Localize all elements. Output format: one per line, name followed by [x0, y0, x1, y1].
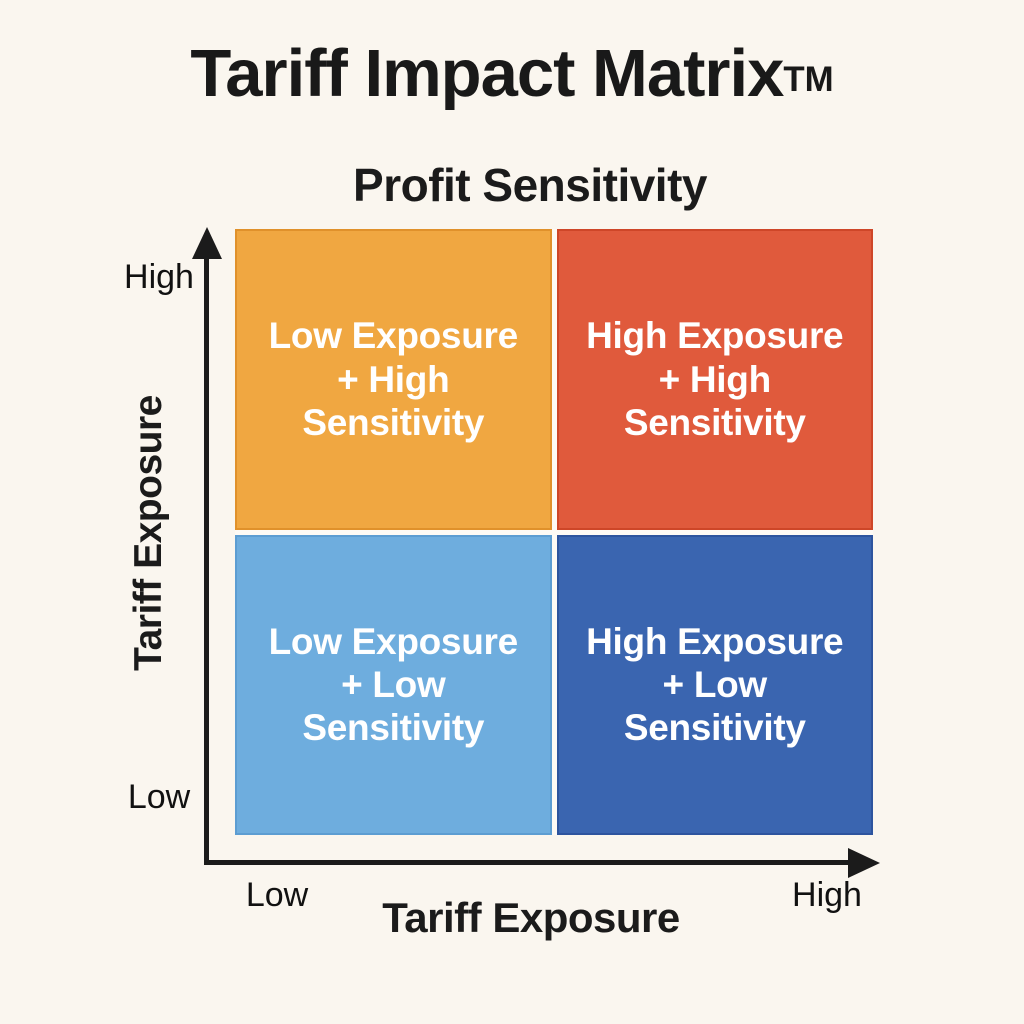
quadrant-top-right: High Exposure + High Sensitivity — [556, 229, 873, 530]
x-axis-tick-low: Low — [245, 876, 309, 914]
y-axis-label: Tariff Exposure — [127, 395, 170, 671]
quadrant-top-left: Low Exposure + High Sensitivity — [235, 229, 552, 530]
x-axis-arrowhead-icon — [848, 848, 880, 878]
quadrant-label: Low Exposure + Low Sensitivity — [268, 620, 519, 749]
x-axis-label: Tariff Exposure — [382, 894, 680, 941]
quadrant-bottom-left: Low Exposure + Low Sensitivity — [235, 534, 552, 835]
x-axis-tick-high: High — [792, 876, 862, 914]
quadrant-bottom-right: High Exposure + Low Sensitivity — [556, 534, 873, 835]
quadrant-label: Low Exposure + High Sensitivity — [268, 315, 519, 443]
top-axis-title: Profit Sensitivity — [353, 159, 707, 211]
page-title-text: Tariff Impact Matrix — [190, 36, 784, 111]
y-axis-arrowhead-icon — [192, 227, 222, 259]
x-axis-line — [204, 860, 854, 865]
quadrant-grid: Low Exposure + High Sensitivity High Exp… — [235, 229, 873, 835]
y-axis-line — [204, 250, 209, 865]
y-axis-tick-high: High — [124, 258, 194, 296]
quadrant-label: High Exposure + High Sensitivity — [586, 315, 844, 443]
trademark-suffix: TM — [783, 60, 834, 100]
quadrant-label: High Exposure + Low Sensitivity — [586, 620, 844, 749]
y-axis-tick-low: Low — [127, 778, 191, 816]
page-title: Tariff Impact MatrixTM — [0, 40, 1024, 107]
